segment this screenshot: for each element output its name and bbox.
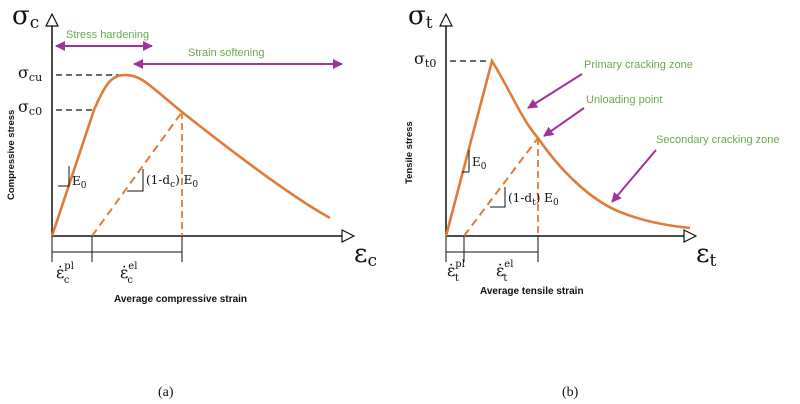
panel-b-damaged-modulus-label: (1-dt) E0 (508, 191, 559, 208)
panel-a-sigma-c0: σc0 (18, 97, 42, 118)
panel-b-e0-label: E0 (472, 155, 487, 172)
panel-b-x-symbol: εt (696, 239, 716, 271)
panel-b-secondary-zone: Secondary cracking zone (656, 134, 780, 146)
panel-b-plastic-strain: ε̇pl t (447, 259, 465, 284)
panel-b-x-axis-label: Average tensile strain (480, 286, 584, 297)
panel-a-x-axis-label: Average compressive strain (114, 294, 247, 305)
panel-a-y-symbol: σc (12, 1, 39, 33)
panel-b-secondary-arrow (611, 149, 657, 203)
panel-b-elastic-strain: ε̇el t (496, 259, 513, 284)
panel-a-caption: (a) (158, 385, 174, 400)
panel-a-e0-label: E0 (72, 174, 87, 191)
panel-a-stress-hardening: Stress hardening (66, 29, 149, 41)
panel-b-unloading-line (463, 137, 539, 237)
panel-b: σt εt Tensile stress Average tensile str… (404, 1, 780, 400)
panel-b-unloading-arrow (543, 107, 585, 137)
panel-a: σc εc Compressive stress Average compres… (6, 1, 377, 400)
panel-b-caption: (b) (562, 385, 579, 400)
panel-a-elastic-strain: ε̇el c (120, 261, 137, 286)
panel-b-sigma-t0: σt0 (414, 49, 436, 70)
panel-a-plastic-strain: ε̇pl c (56, 261, 74, 286)
panel-a-y-axis-label: Compressive stress (6, 110, 17, 200)
panel-a-damaged-modulus-label: (1-dc) E0 (146, 173, 198, 190)
panel-a-sigma-cu: σcu (18, 63, 42, 84)
panel-a-x-symbol: εc (354, 239, 377, 271)
panel-b-unloading-point: Unloading point (586, 94, 662, 106)
panel-b-primary-arrow (527, 73, 583, 109)
panel-b-y-axis-label: Tensile stress (404, 121, 415, 184)
panel-b-primary-zone: Primary cracking zone (584, 59, 693, 71)
panel-a-stress-strain-curve (50, 73, 331, 237)
panel-b-y-symbol: σt (408, 1, 433, 33)
panel-a-strain-softening: Strain softening (188, 47, 264, 59)
panel-a-damaged-triangle (127, 169, 144, 192)
panel-b-damaged-triangle (490, 187, 506, 208)
panel-b-stress-strain-curve (444, 57, 691, 237)
